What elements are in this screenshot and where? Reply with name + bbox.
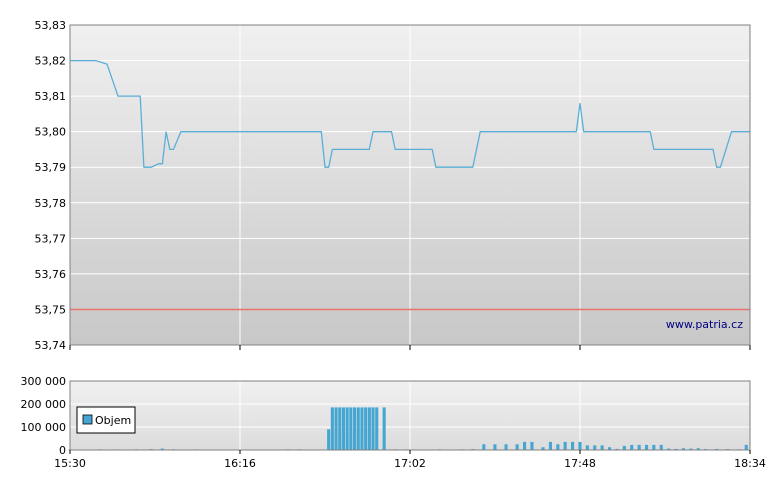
volume-bar bbox=[375, 407, 379, 450]
volume-y-tick-label: 300 000 bbox=[21, 375, 67, 388]
price-series-line bbox=[70, 59, 750, 168]
volume-bar bbox=[160, 448, 164, 450]
price-y-tick-label: 53,76 bbox=[35, 268, 67, 281]
volume-bar bbox=[338, 407, 342, 450]
volume-bar bbox=[504, 444, 508, 451]
volume-bar bbox=[327, 429, 331, 450]
volume-bar bbox=[715, 448, 719, 450]
volume-bar bbox=[696, 448, 700, 450]
volume-bar bbox=[349, 407, 353, 450]
price-y-tick-label: 53,83 bbox=[35, 19, 67, 32]
price-panel: 53,74 53,75 53,76 53,77 53,78 53,79 53,80 53,81… bbox=[35, 19, 751, 352]
volume-legend: Objem bbox=[76, 406, 136, 434]
volume-bar bbox=[578, 441, 582, 450]
volume-y-tick-label: 0 bbox=[59, 444, 66, 457]
volume-bar bbox=[515, 444, 519, 451]
x-tick-label: 18:34 bbox=[734, 457, 766, 470]
volume-bar bbox=[341, 407, 345, 450]
price-grid bbox=[70, 25, 750, 345]
volume-bar bbox=[571, 441, 575, 450]
volume-x-axis: 15:30 16:16 17:02 17:48 18:34 bbox=[54, 450, 766, 470]
volume-bar bbox=[689, 448, 693, 450]
price-x-axis bbox=[69, 345, 751, 350]
price-y-tick-label: 53,81 bbox=[35, 90, 67, 103]
legend-label: Objem bbox=[95, 414, 131, 427]
x-tick-label: 17:48 bbox=[564, 457, 596, 470]
volume-bars bbox=[68, 407, 748, 451]
volume-panel: 0 100 000 200 000 300 000 15:30 16:16 17:02 17… bbox=[21, 375, 766, 470]
x-tick-label: 15:30 bbox=[54, 457, 86, 470]
price-y-tick-label: 53,80 bbox=[35, 126, 67, 139]
price-y-tick-label: 53,77 bbox=[35, 232, 67, 245]
volume-bar bbox=[622, 445, 626, 450]
volume-bar bbox=[364, 407, 368, 450]
volume-bar bbox=[667, 448, 671, 450]
volume-bar bbox=[382, 407, 386, 450]
volume-bar bbox=[353, 407, 357, 450]
volume-bar bbox=[530, 441, 534, 450]
volume-bar bbox=[744, 444, 748, 450]
x-tick-label: 16:16 bbox=[224, 457, 256, 470]
volume-bar bbox=[652, 444, 656, 450]
volume-y-tick-label: 100 000 bbox=[21, 421, 67, 434]
x-tick-label: 17:02 bbox=[394, 457, 426, 470]
volume-bar bbox=[345, 407, 349, 450]
volume-bar bbox=[523, 441, 527, 450]
volume-bar bbox=[548, 441, 552, 450]
price-y-tick-label: 53,74 bbox=[35, 339, 67, 352]
volume-bar bbox=[593, 445, 597, 450]
volume-bar bbox=[334, 407, 338, 450]
volume-bar bbox=[645, 444, 649, 450]
legend-swatch bbox=[82, 414, 93, 425]
volume-bar bbox=[674, 448, 678, 450]
volume-bar bbox=[482, 444, 486, 451]
volume-bar bbox=[681, 448, 685, 450]
volume-y-axis: 0 100 000 200 000 300 000 bbox=[21, 375, 67, 457]
volume-bar bbox=[330, 407, 334, 450]
volume-bar bbox=[541, 447, 545, 450]
price-y-tick-label: 53,78 bbox=[35, 197, 67, 210]
watermark: www.patria.cz bbox=[666, 318, 743, 331]
volume-grid bbox=[70, 381, 750, 450]
volume-bar bbox=[600, 445, 604, 450]
price-y-tick-label: 53,82 bbox=[35, 55, 67, 68]
volume-bar bbox=[608, 447, 612, 450]
volume-bar bbox=[630, 444, 634, 450]
volume-bar bbox=[371, 407, 375, 450]
price-y-tick-label: 53,75 bbox=[35, 303, 67, 316]
volume-bar bbox=[585, 445, 589, 450]
volume-y-tick-label: 200 000 bbox=[21, 398, 67, 411]
volume-bar bbox=[493, 444, 497, 451]
volume-bar bbox=[659, 444, 663, 450]
volume-bar bbox=[615, 448, 619, 450]
volume-bar bbox=[563, 441, 567, 450]
price-y-axis: 53,74 53,75 53,76 53,77 53,78 53,79 53,80 53,81… bbox=[35, 19, 67, 352]
volume-bar bbox=[556, 444, 560, 451]
volume-bar bbox=[360, 407, 364, 450]
volume-bar bbox=[637, 444, 641, 450]
price-y-tick-label: 53,79 bbox=[35, 161, 67, 174]
volume-bar bbox=[356, 407, 360, 450]
volume-bar bbox=[367, 407, 371, 450]
